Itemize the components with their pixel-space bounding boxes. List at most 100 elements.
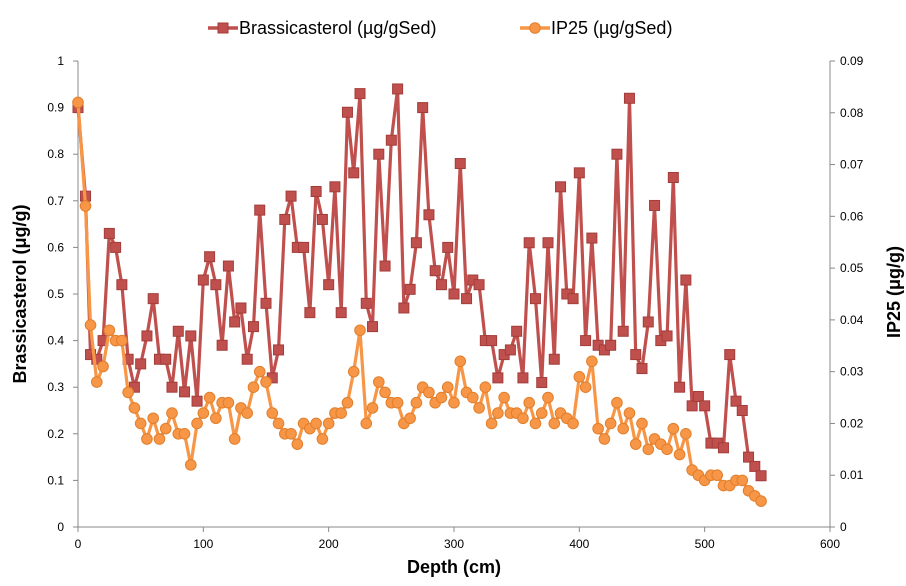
data-point: [454, 158, 466, 170]
data-point: [366, 402, 379, 414]
data-point: [335, 407, 348, 419]
data-point: [222, 260, 234, 272]
data-point: [630, 349, 642, 361]
data-point: [573, 371, 586, 383]
data-point: [636, 363, 648, 375]
legend-label: Brassicasterol (µg/gSed): [239, 18, 436, 38]
data-point: [661, 443, 673, 456]
data-point: [586, 232, 598, 244]
data-point: [391, 396, 404, 409]
data-point: [153, 433, 166, 445]
data-point: [692, 391, 704, 403]
data-point: [642, 316, 654, 328]
data-point: [417, 102, 429, 114]
data-point: [410, 237, 422, 249]
data-point: [354, 324, 366, 337]
series-layer: [72, 83, 767, 507]
data-point: [398, 302, 410, 314]
data-point: [91, 353, 103, 365]
data-point: [179, 386, 191, 398]
data-point: [103, 227, 115, 239]
data-point: [586, 355, 598, 368]
data-point: [122, 386, 134, 399]
data-point: [204, 251, 216, 263]
data-point: [197, 407, 210, 419]
data-point: [141, 433, 153, 445]
data-point: [429, 265, 441, 277]
data-point: [134, 417, 147, 430]
data-point: [310, 185, 322, 197]
data-point: [542, 237, 554, 249]
data-point: [699, 400, 711, 412]
x-tick-label: 400: [569, 537, 589, 551]
data-point: [310, 417, 322, 430]
data-point: [191, 395, 203, 407]
data-point: [404, 412, 416, 425]
data-point: [141, 330, 153, 342]
data-point: [492, 407, 504, 419]
data-point: [229, 316, 241, 328]
data-point: [617, 325, 629, 337]
data-point: [441, 381, 454, 394]
data-point: [611, 396, 623, 409]
legend-label: IP25 (µg/gSed): [551, 18, 672, 38]
data-point: [166, 381, 178, 393]
data-point: [347, 365, 360, 378]
data-point: [279, 213, 291, 225]
data-point: [680, 428, 692, 440]
data-point: [749, 460, 761, 472]
right-y-tick-label: 0.02: [840, 416, 864, 430]
data-point: [316, 213, 328, 225]
data-point: [285, 428, 297, 440]
data-point: [486, 335, 498, 347]
right-y-tick-label: 0.08: [840, 106, 864, 120]
data-point: [210, 412, 222, 425]
data-point: [128, 402, 141, 414]
data-point: [172, 325, 184, 337]
data-point: [323, 279, 335, 291]
data-point: [197, 274, 209, 286]
left-y-tick-label: 0.2: [47, 427, 64, 441]
x-tick-label: 300: [444, 537, 464, 551]
data-point: [79, 200, 92, 212]
right-y-axis-title: IP25 (μg/g): [884, 246, 904, 338]
left-y-tick-label: 0.1: [47, 473, 64, 487]
data-point: [573, 167, 585, 179]
data-point: [580, 335, 592, 347]
data-point: [724, 349, 736, 361]
left-y-tick-label: 0.7: [47, 194, 64, 208]
right-y-tick-label: 0.05: [840, 261, 864, 275]
data-point: [611, 148, 623, 160]
legend-marker: [217, 22, 229, 34]
data-point: [661, 330, 673, 342]
data-point: [548, 353, 560, 365]
data-point: [730, 395, 742, 407]
data-point: [442, 241, 454, 253]
data-point: [247, 321, 259, 333]
legend-item: IP25 (µg/gSed): [520, 18, 672, 38]
data-point: [473, 279, 485, 291]
left-y-tick-label: 0.9: [47, 101, 64, 115]
data-point: [273, 344, 285, 356]
data-point: [228, 433, 241, 445]
data-point: [379, 386, 391, 399]
data-point: [285, 190, 297, 202]
data-point: [461, 293, 473, 305]
data-point: [410, 396, 423, 409]
data-point: [598, 433, 611, 445]
data-point: [72, 96, 84, 109]
data-point: [623, 407, 636, 419]
data-point: [473, 402, 485, 414]
right-y-tick-label: 0.06: [840, 209, 864, 223]
data-point: [185, 330, 197, 342]
data-point: [203, 391, 216, 404]
data-point: [467, 391, 479, 404]
series-brassicasterol: [72, 83, 767, 482]
data-point: [711, 469, 724, 482]
data-point: [736, 474, 749, 487]
data-point: [423, 386, 435, 399]
data-point: [448, 288, 460, 300]
data-point: [448, 396, 460, 409]
legend-marker: [529, 22, 541, 34]
